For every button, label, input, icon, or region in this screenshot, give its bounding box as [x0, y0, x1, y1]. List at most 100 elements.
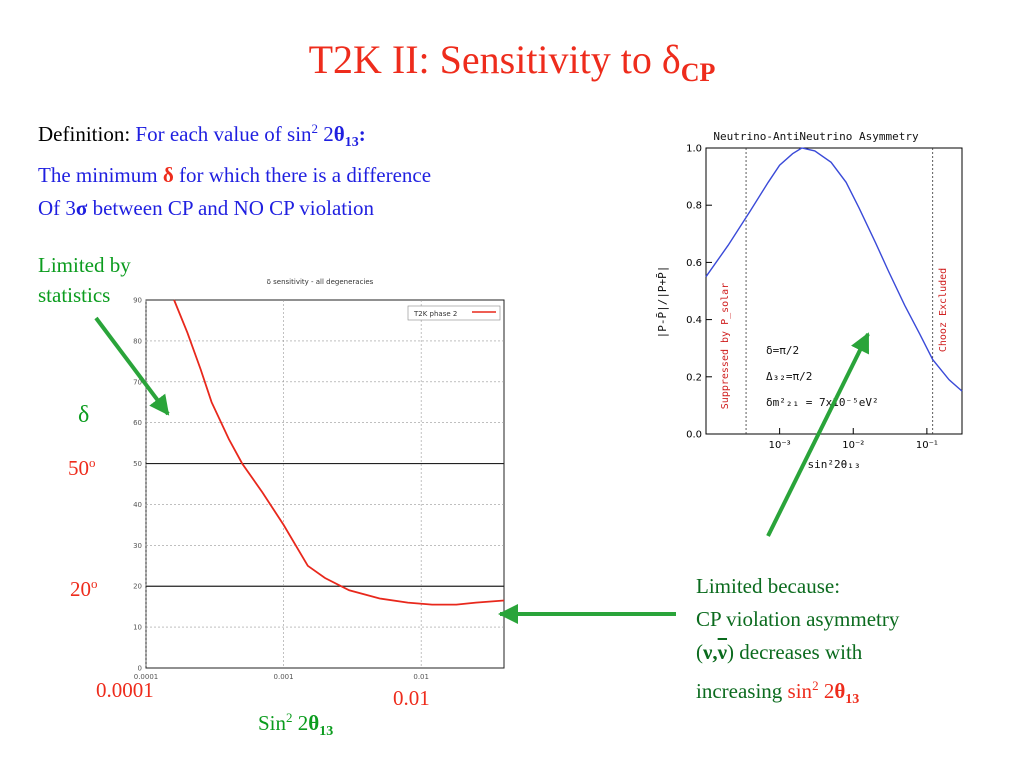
x-axis-title-theta: θ: [308, 711, 320, 735]
definition-line1-theta: θ: [333, 122, 345, 146]
left-chart-y-ticks: 0 10 20 30 40 50 60 70 80 90: [133, 297, 142, 673]
definition-line2-delta: δ: [162, 163, 174, 188]
definition-line1-colon: :: [358, 122, 366, 146]
limited-because-sin: sin: [787, 679, 813, 703]
definition-line2-rest: for which there is a difference: [173, 163, 432, 188]
left-y-tick-70: 70: [133, 378, 142, 386]
right-param-line-0: δ=π/2: [766, 344, 799, 357]
nu-symbol: ν,: [703, 640, 718, 664]
limited-by-statistics-label: Limited by statistics: [38, 250, 131, 310]
definition-line-1: Definition: For each value of sin2 2θ13:: [38, 112, 431, 159]
limited-because-paren-close: ): [727, 640, 735, 664]
definition-line1-sub: 13: [344, 135, 359, 151]
limited-because-line4-text: increasing: [696, 679, 788, 703]
right-chart-plot-area: [705, 147, 963, 435]
left-y-tick-30: 30: [133, 542, 142, 550]
left-y-tick-50: 50: [133, 460, 142, 468]
right-chart-lines: [705, 147, 963, 392]
axis-label-50-deg: o: [89, 455, 96, 470]
right-chart-parameters: δ=π/2 Δ₃₂=π/2 δm²₂₁ = 7x10⁻⁵eV²: [766, 344, 879, 409]
right-y-tick-0.0: 0.0: [686, 430, 702, 441]
x-axis-title-mid: 2: [292, 711, 309, 735]
suppressed-by-psolar-label: Suppressed by P_solar: [720, 283, 731, 409]
right-y-tick-1.0: 1.0: [686, 144, 702, 155]
limited-because-theta: θ: [834, 679, 846, 703]
left-y-tick-90: 90: [133, 297, 142, 305]
right-series-line-0: [705, 147, 963, 392]
left-chart-title: δ sensitivity - all degeneracies: [267, 278, 374, 286]
right-chart-ticks: 0.0 0.2 0.4 0.6 0.8 1.0 10⁻³ 10⁻² 10⁻¹: [686, 144, 938, 452]
definition-line2-text: The minimum: [38, 163, 163, 188]
left-chart-plot-area: [145, 299, 505, 669]
limited-because-paren-open: (: [696, 640, 703, 664]
nubar-symbol: ν: [717, 640, 728, 664]
definition-line-2: The minimum δ for which there is a diffe…: [38, 159, 431, 192]
left-y-tick-80: 80: [133, 337, 142, 345]
left-chart-legend: T2K phase 2: [407, 305, 501, 321]
limited-because-line4: increasing sin2 2θ13: [696, 669, 899, 716]
definition-line1-text: For each value of sin: [135, 122, 312, 146]
arrow-limited-by-statistics: [94, 316, 170, 416]
left-x-tick-0.0001: 0.0001: [134, 673, 159, 681]
left-x-tick-0.01: 0.01: [413, 673, 429, 681]
definition-colon: :: [124, 122, 136, 146]
right-chart-y-label: |P-P̄|/|P+P̄|: [656, 266, 669, 339]
right-x-tick-1: 10⁻²: [842, 440, 864, 451]
x-axis-title: Sin2 2θ13: [258, 710, 333, 740]
slide-title: T2K II: Sensitivity to δCP: [0, 36, 1024, 88]
limited-because-line3: (ν,ν) decreases with: [696, 636, 899, 669]
title-subscript: CP: [680, 58, 716, 87]
definition-block: Definition: For each value of sin2 2θ13:…: [38, 112, 431, 225]
definition-label: Definition: [38, 122, 125, 146]
title-delta: δ: [661, 37, 681, 82]
definition-line3-rest: between CP and NO CP violation: [87, 196, 374, 221]
right-y-tick-0.8: 0.8: [686, 201, 702, 212]
left-y-tick-0: 0: [138, 665, 142, 673]
limited-because-line2: CP violation asymmetry: [696, 607, 900, 631]
left-y-tick-40: 40: [133, 501, 142, 509]
limited-by-label-line2: statistics: [38, 283, 111, 307]
left-chart-grid: [145, 300, 504, 668]
left-y-tick-20: 20: [133, 583, 142, 591]
limited-because-mid: 2: [818, 679, 835, 703]
axis-label-20-value: 20: [70, 577, 91, 601]
right-x-tick-2: 10⁻¹: [916, 440, 938, 451]
definition-line3-text: Of 3: [38, 196, 76, 221]
limited-because-sup: 2: [812, 678, 819, 693]
title-main: T2K II: Sensitivity to: [308, 37, 662, 82]
left-chart-x-ticks: 0.0001 0.001 0.01: [134, 673, 429, 681]
right-param-line-1: Δ₃₂=π/2: [766, 370, 812, 383]
left-chart-legend-label: T2K phase 2: [413, 310, 457, 318]
limited-because-sub: 13: [845, 692, 860, 708]
limited-because-line3-rest: decreases with: [734, 640, 863, 664]
x-label-0001: 0.0001: [96, 678, 154, 702]
left-series-line-0: [173, 299, 505, 606]
delta-sensitivity-chart: δ sensitivity - all degeneracies 0 10 20 30…: [133, 278, 505, 681]
left-y-tick-10: 10: [133, 624, 142, 632]
definition-line1-sup: 2: [311, 121, 319, 136]
right-chart-x-label: sin²2θ₁₃: [808, 458, 861, 471]
x-label-001: 0.01: [393, 686, 430, 710]
definition-line-3: Of 3σ between CP and NO CP violation: [38, 192, 431, 225]
definition-line3-sigma: σ: [75, 196, 88, 221]
definition-line1-mid: 2: [318, 122, 334, 146]
axis-label-20deg: 20o: [70, 576, 98, 602]
right-param-line-2: δm²₂₁ = 7x10⁻⁵eV²: [766, 396, 879, 409]
x-axis-title-sup: 2: [286, 710, 293, 725]
right-y-tick-0.2: 0.2: [686, 372, 702, 383]
limited-by-label-line1: Limited by: [38, 253, 131, 277]
limited-because-block: Limited because: CP violation asymmetry …: [696, 570, 899, 716]
axis-label-50deg: 50o: [68, 455, 96, 481]
left-chart-lines: [173, 299, 505, 606]
left-y-tick-60: 60: [133, 419, 142, 427]
chooz-excluded-label: Chooz Excluded: [938, 268, 949, 352]
x-axis-title-sin: Sin: [258, 711, 287, 735]
right-y-tick-0.4: 0.4: [686, 315, 702, 326]
x-axis-title-sub: 13: [319, 724, 334, 740]
axis-label-20-deg: o: [91, 576, 98, 591]
arrow-to-asymmetry-curve: [766, 332, 870, 537]
axis-label-50-value: 50: [68, 456, 89, 480]
right-chart-title: Neutrino-AntiNeutrino Asymmetry: [713, 130, 919, 143]
asymmetry-chart: Neutrino-AntiNeutrino Asymmetry 0.0 0.2 0.…: [656, 130, 963, 471]
